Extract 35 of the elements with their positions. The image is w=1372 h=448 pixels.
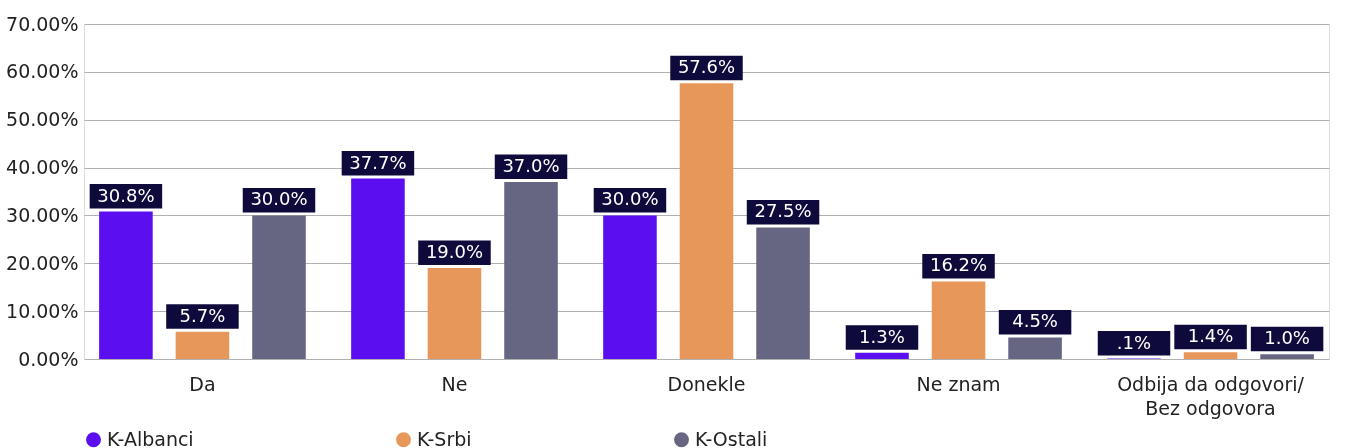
data-label: 1.0%	[1264, 327, 1310, 349]
y-tick-label: 30.00%	[6, 203, 79, 226]
data-label: 27.5%	[754, 200, 812, 222]
bar	[427, 268, 482, 359]
y-tick-label: 60.00%	[6, 60, 79, 83]
data-label: 16.2%	[929, 254, 988, 276]
data-label: 57.6%	[677, 56, 736, 78]
data-label: 30.0%	[601, 188, 659, 210]
y-tick-label: 0.00%	[18, 347, 79, 370]
bar	[1260, 354, 1314, 359]
data-label: 30.0%	[250, 188, 308, 210]
y-tick-label: 70.00%	[6, 12, 79, 35]
data-label: 4.5%	[1012, 310, 1058, 332]
x-tick-label: Da	[189, 372, 216, 395]
data-label: 37.0%	[502, 154, 560, 176]
data-label: 1.3%	[859, 325, 905, 347]
data-label: .1%	[1116, 331, 1152, 353]
y-tick-label: 50.00%	[6, 108, 79, 131]
bar	[1183, 352, 1238, 359]
x-tick-label: Donekle	[667, 372, 746, 395]
data-label: 5.7%	[179, 304, 226, 326]
data-label: 19.0%	[425, 241, 484, 263]
legend-label: K-Ostali	[695, 427, 768, 448]
x-tick-label: Ne znam	[916, 372, 1001, 395]
data-label: 37.7%	[349, 151, 407, 173]
bar	[855, 352, 909, 359]
data-label: 30.8%	[97, 184, 155, 206]
x-tick-label: Odbija da odgovori/ Bez odgovora	[1117, 372, 1305, 419]
y-tick-label: 40.00%	[6, 156, 79, 179]
y-tick-label: 10.00%	[6, 299, 79, 322]
data-label: 1.4%	[1187, 325, 1234, 347]
legend-label: K-Albanci	[107, 427, 194, 448]
x-tick-label: Ne	[441, 372, 468, 395]
legend-label: K-Srbi	[417, 427, 472, 448]
y-tick-label: 20.00%	[6, 251, 79, 274]
